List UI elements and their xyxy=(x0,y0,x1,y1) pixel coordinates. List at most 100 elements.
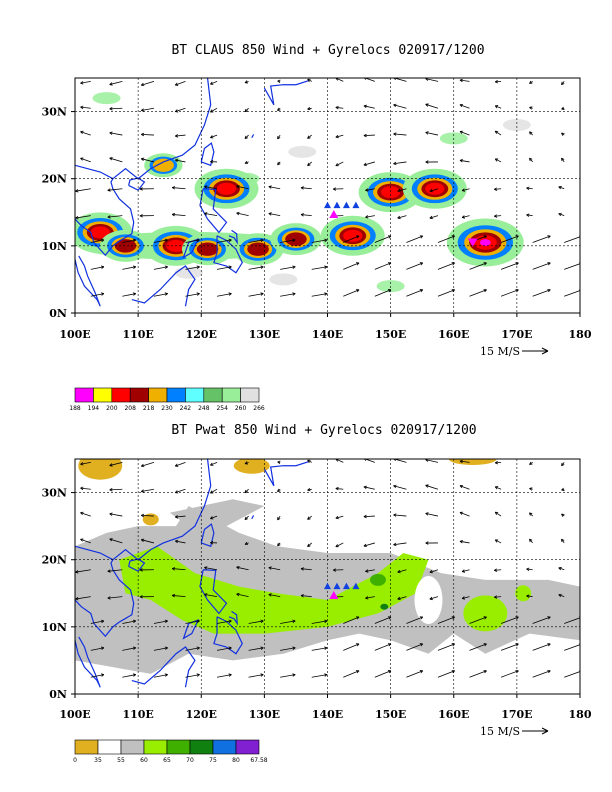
wind-vector xyxy=(174,134,186,138)
colorbar-label: 65 xyxy=(163,757,171,764)
wind-vector xyxy=(461,596,470,600)
wind-vector xyxy=(141,107,154,112)
colorbar-swatch xyxy=(240,387,260,403)
wind-vector xyxy=(90,265,105,270)
pwat-y-ticks: 0N 10N 20N 30N xyxy=(42,487,75,701)
claus-cloud-core xyxy=(270,223,322,256)
colorbar-label: 188 xyxy=(69,405,81,412)
wind-vector xyxy=(141,513,154,518)
wind-vector xyxy=(437,643,456,651)
wind-vector xyxy=(268,185,281,190)
x-tick-label: 100E xyxy=(59,328,90,341)
wind-vector xyxy=(529,512,533,517)
wind-vector xyxy=(529,80,533,84)
wind-vector xyxy=(210,541,218,545)
wind-vector xyxy=(174,80,186,86)
coastline xyxy=(75,559,135,638)
wind-vector xyxy=(333,187,344,191)
wind-vector xyxy=(300,594,312,598)
x-tick-label: 130E xyxy=(249,708,280,721)
colorbar-swatch xyxy=(97,739,122,755)
wind-vector xyxy=(363,514,375,519)
wind-vector xyxy=(140,461,155,468)
wind-vector xyxy=(561,157,565,163)
wind-vector xyxy=(268,212,281,217)
wind-vector xyxy=(365,596,375,600)
claus-gridlines xyxy=(75,78,580,313)
wind-vector xyxy=(393,484,407,490)
wind-vector xyxy=(363,485,375,490)
wind-vector xyxy=(459,511,470,517)
wind-vector xyxy=(248,673,264,678)
pwat-vector-scale-label: 15 M/S xyxy=(480,725,520,738)
wind-vector xyxy=(90,292,105,297)
wind-vector xyxy=(80,105,91,110)
wind-vector xyxy=(300,213,312,217)
coastline xyxy=(251,134,255,139)
wind-vector xyxy=(469,288,487,297)
pwat-x-ticks: 100E 110E 120E 130E 140E 150E 160E 170E 180 xyxy=(59,694,592,721)
wind-vector xyxy=(171,186,186,190)
wind-vector xyxy=(122,292,137,297)
wind-vector xyxy=(374,670,392,678)
wind-vector xyxy=(526,594,533,598)
wind-vector xyxy=(532,288,551,297)
wind-vector xyxy=(277,515,281,521)
wind-vector xyxy=(90,673,105,678)
wind-vector xyxy=(90,238,105,243)
wind-vector xyxy=(365,215,375,219)
colorbar-label: 55 xyxy=(117,757,125,764)
wind-vector xyxy=(429,215,439,220)
wind-vector xyxy=(277,107,281,112)
x-tick-label: 120E xyxy=(186,328,217,341)
wind-vector xyxy=(171,593,186,598)
wind-vector xyxy=(500,643,519,651)
wind-vector xyxy=(185,619,200,624)
wind-vector xyxy=(494,460,502,465)
wind-vector xyxy=(244,160,249,165)
wind-vector xyxy=(153,619,168,624)
wind-vector xyxy=(153,646,168,651)
wind-vector xyxy=(139,187,154,191)
wind-vector xyxy=(210,80,218,85)
wind-vector xyxy=(307,459,312,463)
wind-vector xyxy=(494,105,502,109)
wind-vector xyxy=(425,512,439,517)
x-tick-label: 120E xyxy=(186,708,217,721)
colorbar-label: 194 xyxy=(88,405,100,412)
wind-vector xyxy=(107,569,123,573)
wind-vector xyxy=(529,106,533,110)
gyre-location-marker xyxy=(352,201,360,209)
x-tick-label: 110E xyxy=(122,708,153,721)
wind-vector xyxy=(210,107,218,113)
wind-vector xyxy=(204,593,218,598)
wind-vector xyxy=(561,487,565,491)
wind-vector xyxy=(268,566,281,571)
wind-vector xyxy=(216,646,232,651)
x-tick-label: 110E xyxy=(122,328,153,341)
wind-vector xyxy=(216,619,232,624)
x-tick-label: 170E xyxy=(501,708,532,721)
colorbar-swatch xyxy=(166,387,186,403)
wind-vector xyxy=(561,81,565,86)
wind-vector xyxy=(425,103,439,109)
wind-vector xyxy=(532,616,551,624)
wind-vector xyxy=(374,289,392,297)
wind-vector xyxy=(532,669,551,678)
colorbar-swatch xyxy=(129,387,149,403)
pwat-wind-vectors xyxy=(75,459,580,678)
wind-vector xyxy=(393,513,407,517)
wind-vector xyxy=(469,669,487,678)
colorbar-swatch xyxy=(93,387,113,403)
claus-chart-title: BT CLAUS 850 Wind + Gyrelocs 020917/1200 xyxy=(171,43,484,58)
x-tick-label: 140E xyxy=(312,328,343,341)
wind-vector xyxy=(437,235,456,243)
wind-vector xyxy=(459,459,470,464)
wind-vector xyxy=(429,188,439,193)
wind-vector xyxy=(526,186,533,191)
claus-vector-scale: 15 M/S xyxy=(480,345,549,358)
claus-cloud-core xyxy=(446,218,524,267)
wind-vector xyxy=(561,106,565,110)
wind-vector xyxy=(122,619,137,624)
wind-vector xyxy=(529,487,533,491)
